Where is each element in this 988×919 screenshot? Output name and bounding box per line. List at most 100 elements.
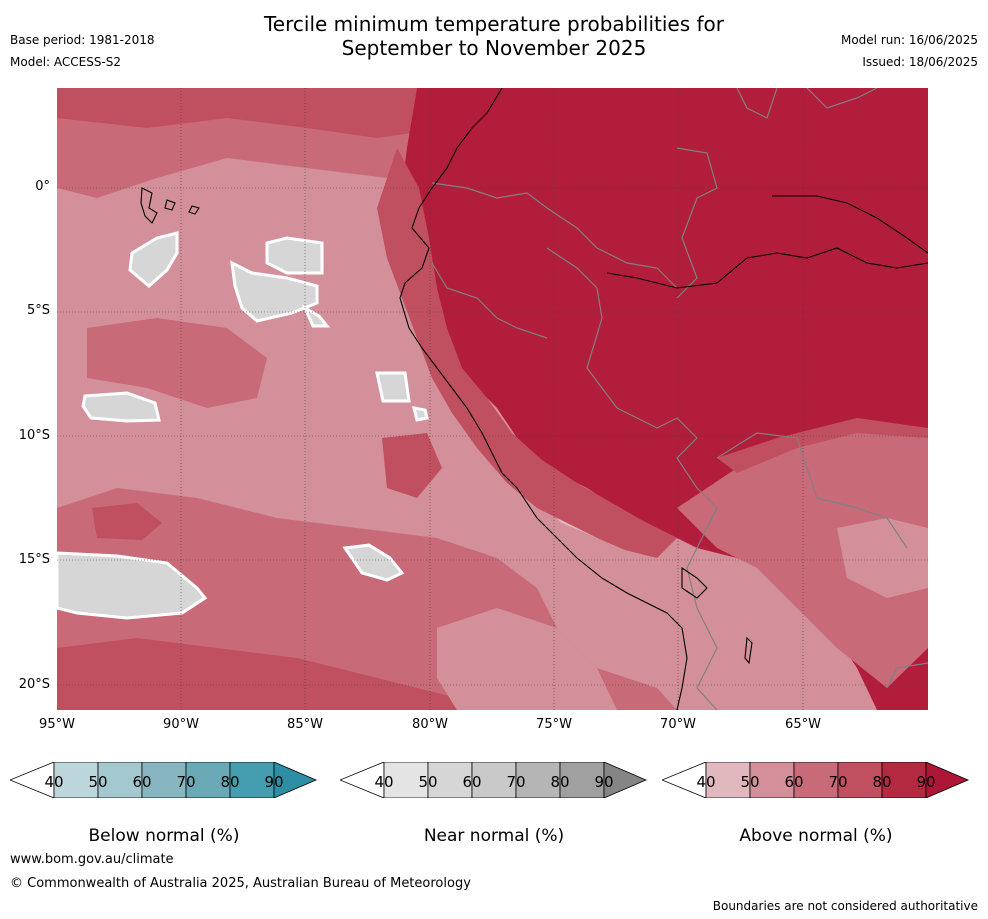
border-ecuador-peru: [431, 262, 548, 339]
border-brazil-venezuela: [676, 147, 718, 299]
near-normal-d: [301, 304, 331, 328]
cbar-below-50-60: [97, 762, 143, 798]
lon-label-65w: 65°W: [785, 717, 821, 732]
cbar-near-tick-40: 40: [374, 773, 394, 791]
cbar-above-tick-80: 80: [872, 773, 892, 791]
border-bolivia: [676, 437, 718, 710]
graticule: [57, 88, 928, 710]
near-normal-f: [411, 406, 429, 422]
lat-label-20s: 20°S: [18, 677, 50, 692]
lon-label-95w: 95°W: [39, 717, 75, 732]
title-line-2: September to November 2025: [341, 36, 647, 60]
near-normal-h: [342, 543, 405, 582]
cbar-near-60-70: [471, 762, 517, 798]
coast-lake-titicaca: [681, 566, 708, 599]
border-bolivia-east: [716, 432, 908, 549]
boundaries-disclaimer: Boundaries are not considered authoritat…: [712, 899, 978, 913]
colorbar-near-normal: [340, 762, 648, 798]
cbar-above-tick-50: 50: [740, 773, 760, 791]
lat-label-5s: 5°S: [26, 303, 50, 318]
cbar-below-70-80: [185, 762, 231, 798]
coast-galapagos-2: [164, 199, 176, 211]
coast-galapagos-1: [140, 187, 158, 224]
coastal-70-fringe: [377, 148, 677, 558]
near-normal-i: [57, 551, 208, 620]
issued-date: Issued: 18/06/2025: [862, 55, 978, 69]
country-borders: [431, 88, 928, 710]
cbar-above-60-70: [793, 762, 839, 798]
cbar-near-tick-50: 50: [418, 773, 438, 791]
title-line-1: Tercile minimum temperature probabilitie…: [263, 12, 725, 36]
coast-pacific: [399, 88, 688, 710]
model-run: Model run: 16/06/2025: [840, 33, 978, 47]
base-period: Base period: 1981-2018: [10, 33, 155, 47]
cbar-near-tick-60: 60: [462, 773, 482, 791]
south-band-70: [57, 638, 477, 710]
border-peru-brazil: [546, 247, 698, 439]
near-normal-b: [265, 236, 324, 275]
land-70-inner: [717, 418, 928, 473]
cbar-below-title: Below normal (%): [88, 826, 240, 846]
coastal-60-plume: [527, 508, 787, 688]
cbar-above-tick-60: 60: [784, 773, 804, 791]
cbar-above-title: Above normal (%): [739, 826, 893, 846]
border-paraguay: [886, 662, 928, 689]
lat-label-0: 0°: [35, 179, 50, 194]
colorbar-below-normal: [10, 762, 318, 798]
copyright-text: © Commonwealth of Australia 2025, Austra…: [10, 876, 471, 891]
cbar-above-tick-70: 70: [828, 773, 848, 791]
cbar-below-tick-80: 80: [220, 773, 240, 791]
lon-label-80w: 80°W: [412, 717, 448, 732]
near-normal-g: [81, 391, 161, 423]
cbar-below-tick-90: 90: [264, 773, 284, 791]
lat-label-15s: 15°S: [18, 552, 50, 567]
cbar-below-60-70: [141, 762, 187, 798]
cbar-below-40-50: [53, 762, 99, 798]
cbar-below-high-arrow: [273, 762, 318, 798]
band-70-top: [57, 88, 457, 138]
cbar-near-title: Near normal (%): [423, 826, 565, 846]
mid-patch-60-c: [92, 503, 162, 540]
cbar-near-tick-80: 80: [550, 773, 570, 791]
cbar-below-tick-70: 70: [176, 773, 196, 791]
coast-small-island: [744, 636, 753, 665]
cbar-below-tick-60: 60: [132, 773, 152, 791]
model-name: Model: ACCESS-S2: [10, 55, 122, 69]
cbar-near-high-arrow: [603, 762, 648, 798]
colorbar-above-normal: [662, 762, 970, 798]
land-70-southeast: [677, 428, 928, 688]
bom-climate-link[interactable]: www.bom.gov.au/climate: [10, 852, 174, 867]
cbar-above-high-arrow: [925, 762, 970, 798]
border-north: [736, 88, 878, 119]
cbar-near-tick-90: 90: [594, 773, 614, 791]
cbar-near-tick-70: 70: [506, 773, 526, 791]
coast-amazon-north: [772, 195, 928, 254]
mid-patch-60-a: [87, 318, 267, 408]
meta-right: Model run: 16/06/2025 Issued: 18/06/2025: [841, 29, 978, 73]
cbar-near-40-50: [383, 762, 429, 798]
cbar-above-tick-40: 40: [696, 773, 716, 791]
coast-galapagos-3: [188, 205, 200, 215]
land-60-southeast: [837, 518, 928, 598]
cbar-above-70-80: [837, 762, 883, 798]
lat-label-10s: 10°S: [18, 428, 50, 443]
mid-patch-60-b: [382, 433, 442, 498]
cbar-below-tick-50: 50: [88, 773, 108, 791]
lon-label-85w: 85°W: [287, 717, 323, 732]
near-normal-e: [375, 371, 411, 403]
meta-left: Base period: 1981-2018 Model: ACCESS-S2: [10, 29, 155, 73]
lon-label-75w: 75°W: [536, 717, 572, 732]
probability-map: [57, 88, 928, 710]
lon-label-70w: 70°W: [660, 717, 696, 732]
cbar-above-tick-90: 90: [916, 773, 936, 791]
coastlines: [140, 88, 928, 710]
coast-amazon: [606, 247, 928, 289]
south-patch-60-light: [437, 608, 617, 710]
cbar-below-tick-40: 40: [44, 773, 64, 791]
lon-label-90w: 90°W: [163, 717, 199, 732]
cbar-above-40-50: [705, 762, 751, 798]
near-normal-areas: [57, 231, 429, 620]
border-colombia-ecuador: [431, 182, 678, 289]
chart-title: Tercile minimum temperature probabilitie…: [0, 12, 988, 60]
near-normal-a: [128, 231, 179, 288]
